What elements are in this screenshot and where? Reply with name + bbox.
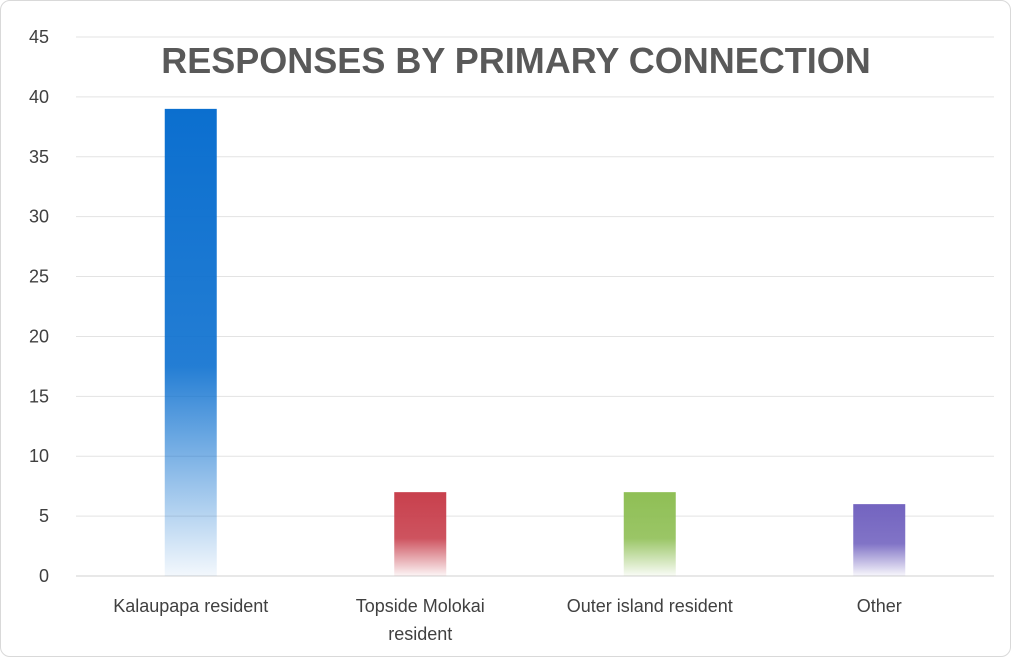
y-tick-label: 45 <box>29 27 49 47</box>
x-category-label: Outer island resident <box>567 596 733 616</box>
x-category-label: Other <box>857 596 902 616</box>
gridlines <box>76 36 994 577</box>
bar <box>623 492 676 576</box>
bar <box>164 108 217 576</box>
y-tick-label: 40 <box>29 87 49 107</box>
x-category-label: Kalaupapa resident <box>113 596 268 616</box>
x-axis: Kalaupapa resident Topside Molokai residen… <box>113 596 902 644</box>
bar <box>394 492 447 576</box>
y-tick-label: 20 <box>29 326 49 346</box>
y-tick-label: 25 <box>29 267 49 287</box>
y-axis: 0 5 10 15 20 25 30 35 40 45 <box>29 27 49 586</box>
bars <box>164 108 906 576</box>
y-tick-label: 10 <box>29 446 49 466</box>
y-tick-label: 30 <box>29 207 49 227</box>
y-tick-label: 0 <box>39 566 49 586</box>
x-category-label-line: resident <box>388 624 452 644</box>
x-category-label-line: Topside Molokai <box>356 596 485 616</box>
y-tick-label: 15 <box>29 386 49 406</box>
bar <box>853 504 906 576</box>
y-tick-label: 5 <box>39 506 49 526</box>
x-category-label-line: Other <box>857 596 902 616</box>
x-category-label-line: Kalaupapa resident <box>113 596 268 616</box>
x-category-label: Topside Molokai resident <box>356 596 485 644</box>
x-category-label-line: Outer island resident <box>567 596 733 616</box>
y-tick-label: 35 <box>29 147 49 167</box>
chart-title: RESPONSES BY PRIMARY CONNECTION <box>161 40 870 81</box>
